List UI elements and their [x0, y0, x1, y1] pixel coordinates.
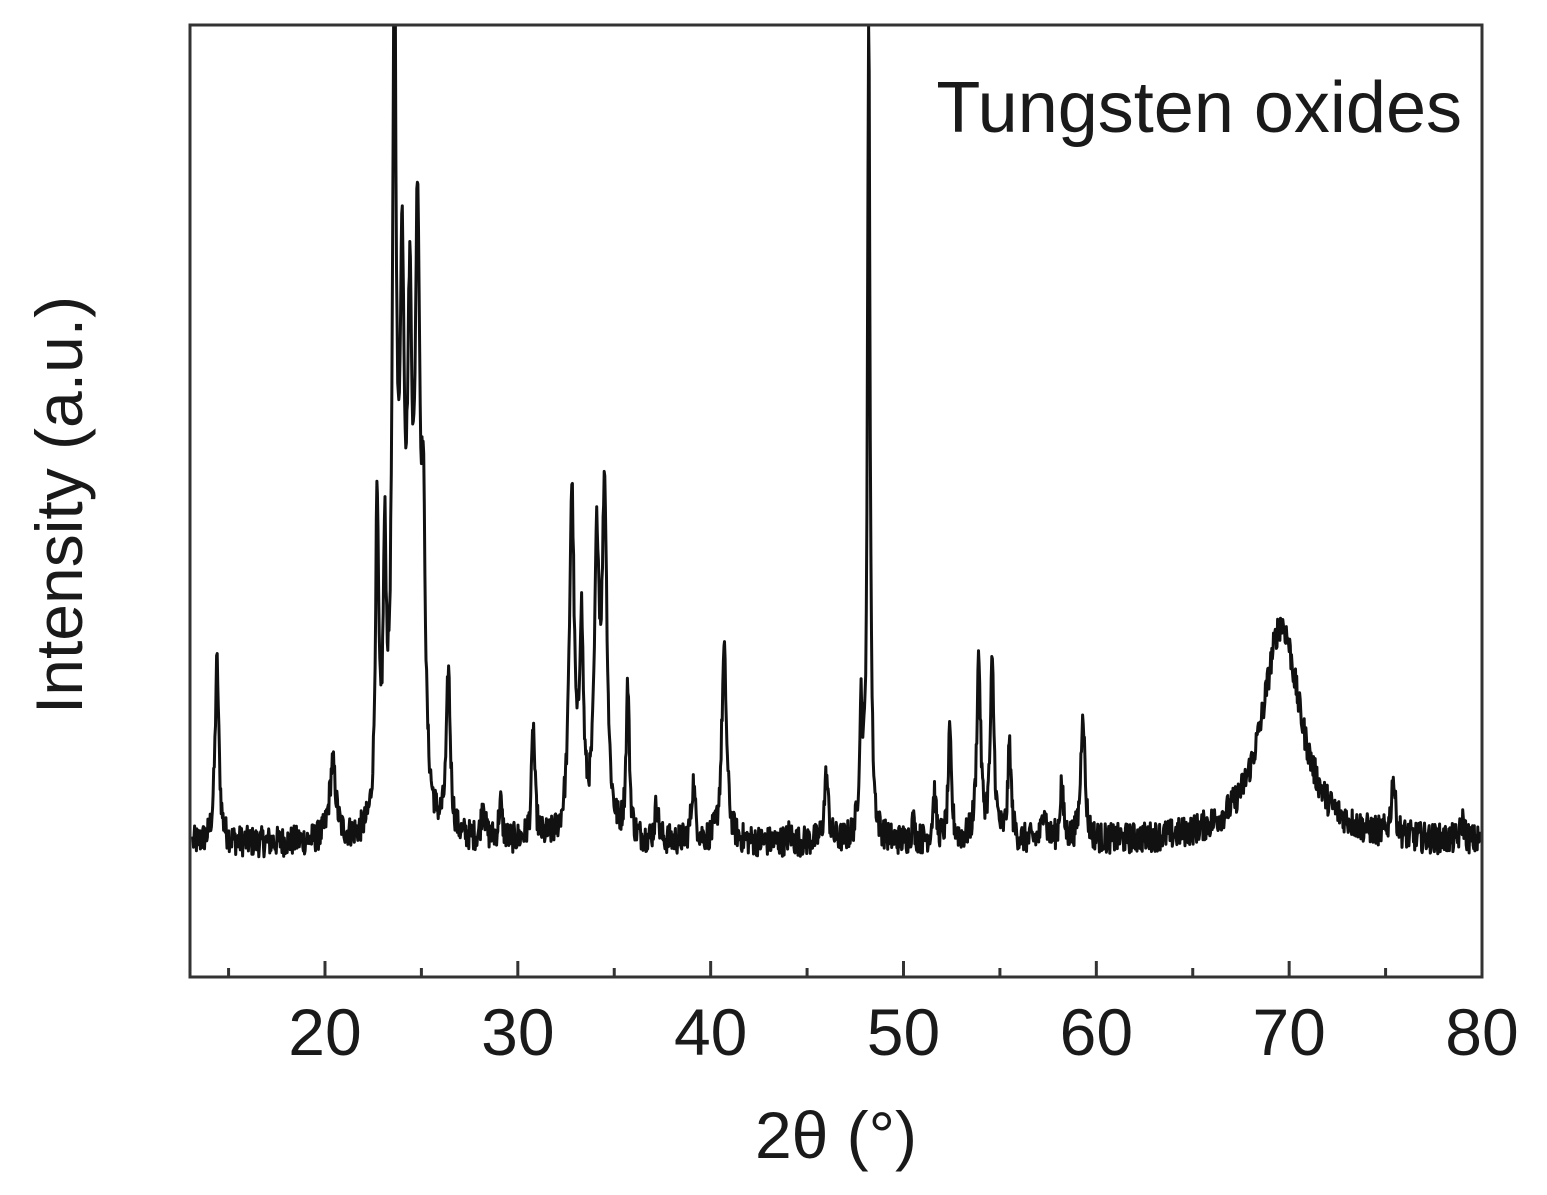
x-tick-label: 60 — [1060, 995, 1133, 1069]
x-tick-label: 20 — [288, 995, 361, 1069]
x-tick-label: 30 — [481, 995, 554, 1069]
x-axis-title: 2θ (°) — [755, 1098, 917, 1172]
chart-annotation: Tungsten oxides — [936, 68, 1462, 148]
xrd-pattern-line — [191, 23, 1483, 859]
x-tick-label: 50 — [867, 995, 940, 1069]
x-tick-label: 80 — [1445, 995, 1518, 1069]
x-tick-label: 40 — [674, 995, 747, 1069]
plot-frame — [188, 23, 1484, 979]
y-axis-title: Intensity (a.u.) — [22, 296, 96, 714]
x-tick-label: 70 — [1252, 995, 1325, 1069]
x-ticks: 20 30 40 50 60 70 80 — [227, 961, 1519, 1069]
curve-layer — [191, 23, 1483, 859]
